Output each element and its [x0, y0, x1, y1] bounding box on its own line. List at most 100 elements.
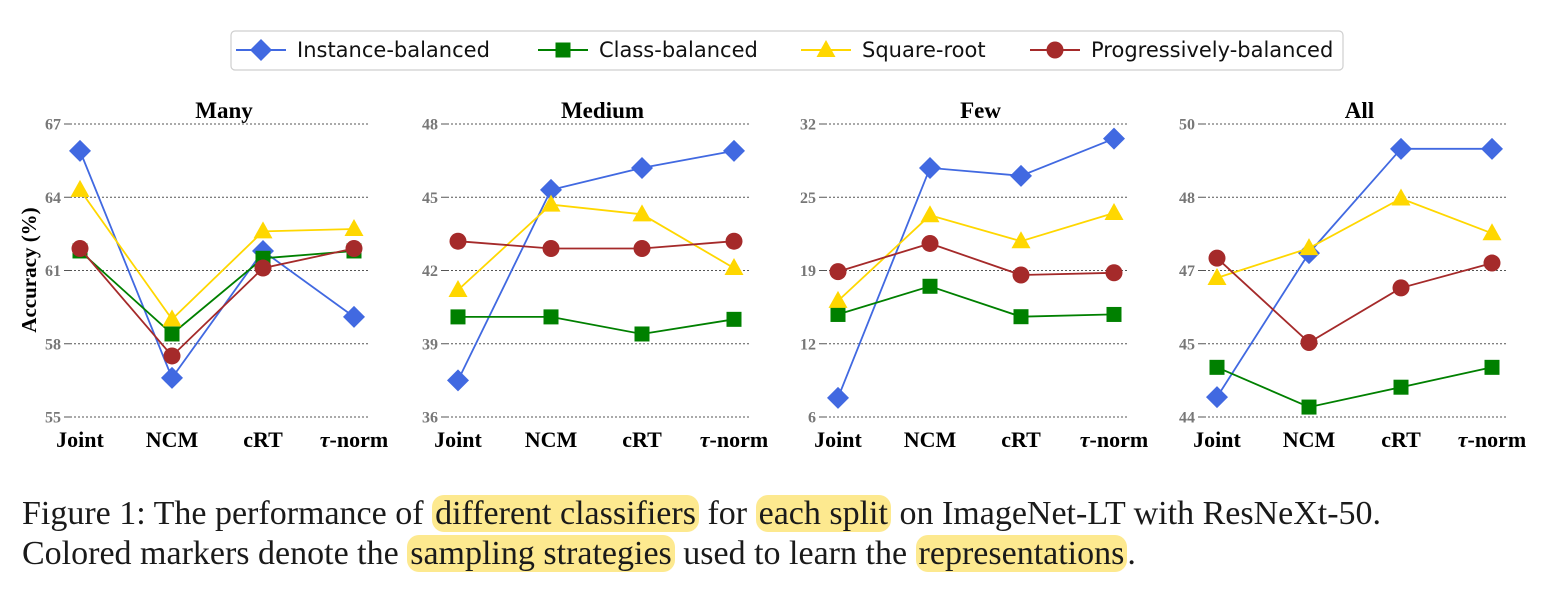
data-point-ncm: [163, 347, 181, 365]
legend-label: Square-root: [862, 38, 986, 62]
data-point-norm: [723, 139, 745, 162]
y-tick-label: 48: [1179, 190, 1195, 207]
series-class-balanced: [1209, 359, 1500, 415]
data-point-norm: [343, 305, 365, 328]
data-point-joint: [447, 369, 469, 392]
legend-entry-class-balanced: Class-balanced: [538, 38, 758, 62]
legend-label: Progressively-balanced: [1091, 38, 1333, 62]
data-point-norm: [1104, 203, 1124, 221]
y-tick-label: 42: [422, 263, 438, 280]
panel-few: Few 6 12 19 25 32 Joint NCM cRT τ-norm: [800, 98, 1148, 452]
data-point-joint: [450, 309, 466, 325]
data-point-ncm: [920, 205, 940, 223]
data-point-joint: [828, 290, 848, 308]
series-line: [1216, 147, 1492, 398]
x-tick-label: τ-norm: [320, 427, 388, 452]
y-tick-label: 48: [422, 117, 438, 134]
data-point-ncm: [921, 234, 939, 252]
y-tick-label: 55: [45, 410, 61, 427]
series-line: [457, 150, 735, 381]
y-tick-label: 44: [1179, 410, 1195, 427]
legend: Instance-balanced Class-balanced Square-ro…: [230, 30, 1344, 71]
data-point-crt: [254, 259, 272, 277]
series-line: [457, 203, 735, 291]
data-point-crt: [631, 156, 653, 179]
panel-medium: Medium 36 39 42 45 48 Joint NCM cRT τ-norm: [422, 98, 768, 452]
y-tick-label: 36: [422, 410, 438, 427]
data-point-joint: [449, 232, 467, 250]
series-line: [458, 315, 735, 335]
x-tick-label: NCM: [904, 427, 957, 452]
series-square-root: [1207, 188, 1502, 285]
series-instance-balanced: [447, 139, 745, 392]
panel-title: Many: [195, 98, 253, 123]
series-instance-balanced: [1206, 137, 1503, 409]
x-tick-label: NCM: [525, 427, 578, 452]
data-point-crt: [632, 204, 652, 222]
y-tick-label: 47: [1179, 263, 1195, 280]
data-point-crt: [1010, 164, 1032, 187]
series-square-root: [70, 179, 364, 327]
caption-text: on ImageNet-LT with ResNeXt-50.: [890, 495, 1382, 532]
data-point-ncm: [919, 156, 941, 179]
caption-text: for: [698, 495, 756, 532]
series-line: [837, 242, 1115, 276]
data-point-crt: [634, 326, 650, 342]
series-class-balanced: [830, 278, 1122, 325]
data-point-joint: [830, 306, 846, 322]
data-point-norm: [725, 232, 743, 250]
data-point-crt: [1393, 379, 1409, 395]
legend-entry-instance-balanced: Instance-balanced: [236, 38, 490, 62]
y-tick-label: 32: [800, 117, 816, 134]
data-point-joint: [827, 386, 849, 409]
data-point-ncm: [543, 309, 559, 325]
series-line: [457, 240, 735, 250]
caption-text: Figure 1: The performance of: [22, 495, 433, 532]
series-square-root: [828, 203, 1124, 308]
legend-marker-diamond: [250, 39, 272, 61]
y-tick-label: 39: [422, 336, 438, 353]
panel-all: All 44 45 47 48 50 Joint NCM cRT τ-norm: [1179, 98, 1526, 452]
y-tick-label: 64: [45, 190, 61, 207]
series-progressively-balanced: [71, 240, 363, 365]
caption-text: used to learn the: [674, 535, 916, 572]
x-tick-label: τ-norm: [1458, 427, 1526, 452]
x-tick-label: Joint: [1193, 427, 1241, 452]
series-class-balanced: [72, 243, 362, 342]
data-point-crt: [1011, 231, 1031, 249]
data-point-joint: [69, 139, 91, 162]
y-tick-label: 58: [45, 336, 61, 353]
x-tick-label: NCM: [1283, 427, 1336, 452]
series-line: [79, 247, 355, 358]
series-instance-balanced: [69, 139, 365, 389]
legend-frame: [230, 30, 1344, 71]
series-square-root: [448, 194, 744, 298]
y-tick-label: 25: [800, 190, 816, 207]
y-tick-label: 45: [1179, 336, 1195, 353]
highlighted-phrase: different classifiers: [432, 495, 699, 532]
y-tick-label: 19: [800, 263, 816, 280]
data-point-joint: [829, 263, 847, 281]
legend-entry-square-root: Square-root: [801, 38, 986, 62]
series-line: [1216, 257, 1493, 344]
y-tick-label: 6: [808, 410, 816, 427]
x-tick-label: τ-norm: [1080, 427, 1148, 452]
data-point-joint: [1208, 249, 1226, 267]
data-point-crt: [1012, 266, 1030, 284]
data-point-joint: [1206, 386, 1228, 409]
data-point-joint: [1207, 267, 1227, 285]
data-point-crt: [1391, 188, 1411, 206]
data-point-norm: [1105, 264, 1123, 282]
data-point-norm: [1106, 306, 1122, 322]
x-tick-label: Joint: [814, 427, 862, 452]
data-point-norm: [726, 311, 742, 327]
data-point-norm: [724, 258, 744, 276]
y-tick-label: 61: [45, 263, 61, 280]
caption-text: Colored markers denote the: [22, 535, 408, 572]
series-line: [1216, 366, 1493, 409]
highlighted-phrase: representations: [915, 535, 1128, 572]
panel-many: Many 55 58 61 64 67 Joint NCM cRT τ-norm: [45, 98, 388, 452]
data-point-crt: [1390, 137, 1412, 160]
series-line: [837, 137, 1115, 399]
data-point-norm: [1481, 137, 1503, 160]
